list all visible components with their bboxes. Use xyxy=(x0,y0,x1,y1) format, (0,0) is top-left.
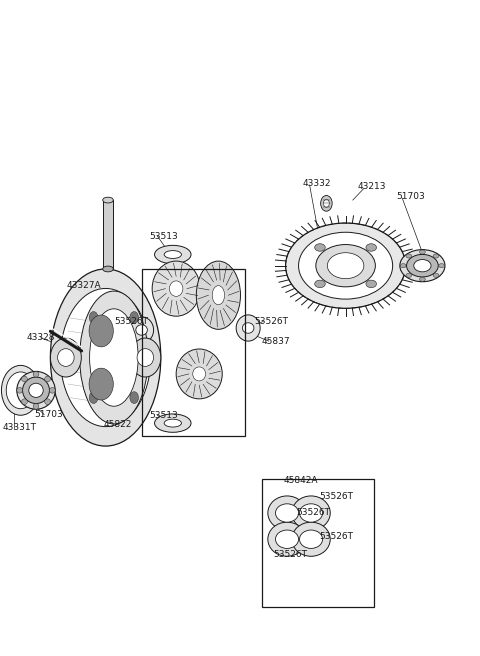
Ellipse shape xyxy=(50,338,81,377)
Text: 51703: 51703 xyxy=(35,410,63,419)
Ellipse shape xyxy=(103,197,113,203)
Ellipse shape xyxy=(45,399,50,405)
Text: 45837: 45837 xyxy=(262,337,290,346)
Ellipse shape xyxy=(45,376,50,382)
Ellipse shape xyxy=(80,291,148,424)
Bar xyxy=(262,479,374,607)
Ellipse shape xyxy=(300,504,323,522)
Ellipse shape xyxy=(155,414,191,432)
Ellipse shape xyxy=(17,371,55,409)
Text: 43331T: 43331T xyxy=(2,423,36,432)
Ellipse shape xyxy=(90,309,138,406)
Ellipse shape xyxy=(22,399,27,405)
Ellipse shape xyxy=(268,522,306,556)
Ellipse shape xyxy=(49,388,55,393)
Text: 53526T: 53526T xyxy=(254,317,288,326)
Ellipse shape xyxy=(23,377,49,403)
Ellipse shape xyxy=(103,266,113,272)
Ellipse shape xyxy=(152,261,200,316)
Ellipse shape xyxy=(164,251,181,258)
Ellipse shape xyxy=(420,277,425,281)
Ellipse shape xyxy=(286,223,406,308)
Ellipse shape xyxy=(33,371,39,377)
Ellipse shape xyxy=(29,383,43,398)
Ellipse shape xyxy=(407,255,438,277)
Text: 53513: 53513 xyxy=(149,411,178,420)
Ellipse shape xyxy=(327,253,364,279)
Ellipse shape xyxy=(433,274,439,277)
Ellipse shape xyxy=(242,323,254,333)
Ellipse shape xyxy=(315,244,325,251)
Text: 51703: 51703 xyxy=(396,192,425,201)
Ellipse shape xyxy=(439,264,444,268)
Ellipse shape xyxy=(300,530,323,548)
Ellipse shape xyxy=(60,289,151,426)
Ellipse shape xyxy=(420,250,425,254)
Ellipse shape xyxy=(155,245,191,264)
Ellipse shape xyxy=(164,419,181,427)
Ellipse shape xyxy=(130,317,154,343)
Ellipse shape xyxy=(316,245,375,287)
Ellipse shape xyxy=(414,260,431,272)
Ellipse shape xyxy=(406,254,412,258)
Text: 43213: 43213 xyxy=(358,182,386,192)
Ellipse shape xyxy=(212,285,225,305)
Ellipse shape xyxy=(137,349,154,366)
Text: 53526T: 53526T xyxy=(114,317,148,326)
Ellipse shape xyxy=(33,403,39,409)
Bar xyxy=(142,269,245,436)
Ellipse shape xyxy=(324,199,329,207)
Ellipse shape xyxy=(276,504,299,522)
Ellipse shape xyxy=(136,325,147,335)
Ellipse shape xyxy=(193,367,205,381)
Ellipse shape xyxy=(89,312,98,323)
Ellipse shape xyxy=(299,232,393,299)
Text: 53526T: 53526T xyxy=(319,492,353,501)
Ellipse shape xyxy=(169,281,183,297)
Ellipse shape xyxy=(58,349,74,366)
Ellipse shape xyxy=(406,274,412,277)
Ellipse shape xyxy=(176,349,222,399)
Text: 43327A: 43327A xyxy=(66,281,101,290)
Ellipse shape xyxy=(6,372,35,409)
Ellipse shape xyxy=(315,280,325,287)
Ellipse shape xyxy=(400,250,445,281)
Ellipse shape xyxy=(196,261,240,329)
Ellipse shape xyxy=(50,269,161,446)
Ellipse shape xyxy=(292,522,330,556)
Text: 53513: 53513 xyxy=(149,232,178,241)
Ellipse shape xyxy=(1,365,40,415)
Text: 53526T: 53526T xyxy=(274,550,308,559)
Ellipse shape xyxy=(236,315,260,341)
Ellipse shape xyxy=(321,195,332,211)
Ellipse shape xyxy=(89,392,98,403)
Ellipse shape xyxy=(22,376,27,382)
Text: 45842A: 45842A xyxy=(283,476,318,485)
Text: 43332: 43332 xyxy=(302,179,331,188)
Ellipse shape xyxy=(89,315,113,347)
Ellipse shape xyxy=(89,368,113,400)
Ellipse shape xyxy=(130,312,139,323)
Ellipse shape xyxy=(130,338,161,377)
Ellipse shape xyxy=(366,280,376,287)
Text: 45822: 45822 xyxy=(103,420,132,429)
Text: 53526T: 53526T xyxy=(297,508,331,518)
Bar xyxy=(103,200,113,269)
Ellipse shape xyxy=(268,496,306,530)
Ellipse shape xyxy=(366,244,376,251)
Ellipse shape xyxy=(130,392,139,403)
Text: 43328: 43328 xyxy=(26,333,55,342)
Ellipse shape xyxy=(292,496,330,530)
Ellipse shape xyxy=(433,254,439,258)
Ellipse shape xyxy=(400,264,406,268)
Ellipse shape xyxy=(17,388,23,393)
Text: 53526T: 53526T xyxy=(319,532,353,541)
Ellipse shape xyxy=(276,530,299,548)
